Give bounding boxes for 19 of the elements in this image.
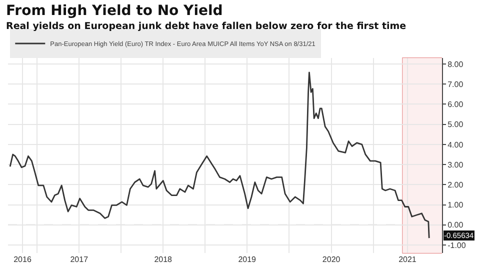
x-tick-label: 2017: [70, 255, 89, 264]
y-tick-label: 8.00: [448, 60, 464, 69]
y-tick-label: 2.00: [448, 180, 464, 190]
x-tick-label: 2018: [154, 255, 173, 264]
x-tick-label: 2019: [238, 255, 257, 264]
y-tick-label: -1.00: [448, 240, 466, 250]
y-tick-label: 0.00: [448, 220, 464, 230]
chart-title: From High Yield to No Yield: [6, 3, 223, 19]
line-series: [9, 72, 430, 239]
y-tick-label: 5.00: [448, 120, 464, 130]
x-tick-label: 2020: [322, 255, 341, 264]
y-tick-label: 1.00: [448, 200, 464, 210]
y-tick-label: 3.00: [448, 160, 464, 170]
y-tick-label: 4.00: [448, 140, 464, 150]
y-tick-label: 6.00: [448, 100, 464, 110]
chart-subtitle: Real yields on European junk debt have fallen below zero for the first time: [6, 21, 406, 32]
x-tick-label: 2016: [14, 255, 32, 264]
y-tick-label: 7.00: [448, 80, 464, 89]
x-tick-label: 2021: [398, 255, 417, 264]
